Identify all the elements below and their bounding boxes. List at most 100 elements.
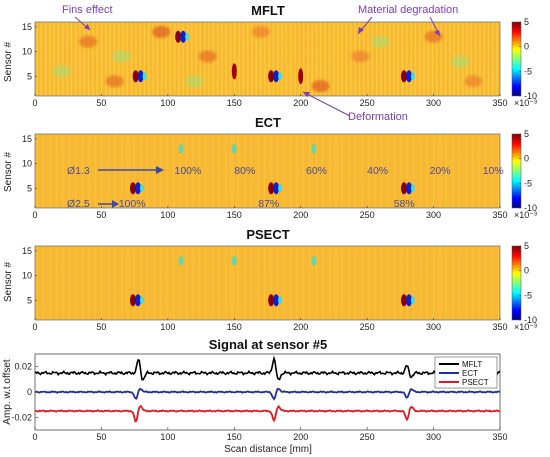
colorbar-tick-label: -10 [524, 203, 537, 213]
hotspot-positive [401, 182, 407, 195]
x-tick-label: 0 [32, 432, 37, 442]
ect-defect-label-lower: 100% [119, 198, 146, 210]
ect-row-label-upper: Ø1.3 [67, 165, 90, 177]
ect-defect-label-upper: 20% [430, 165, 451, 177]
deformation-label: Deformation [348, 111, 408, 123]
y-tick-label: 15 [22, 22, 32, 32]
ect-defect-label-upper: 10% [483, 165, 504, 177]
heatmap-patch [451, 55, 470, 68]
x-tick-label: 250 [360, 432, 375, 442]
x-tick-label: 0 [32, 322, 37, 332]
heatmap-frame [34, 133, 501, 209]
y-tick-label: 5 [27, 183, 32, 193]
psect-ylabel: Sensor # [3, 262, 14, 302]
heatmap-patch [251, 25, 270, 38]
hotspot-weak [231, 143, 237, 154]
heatmap-patch [52, 65, 71, 78]
heatmap-texture [35, 134, 500, 208]
hotspot-positive [401, 70, 407, 83]
hotspot-positive [231, 63, 237, 80]
material-degradation-arrowhead-1 [358, 27, 364, 34]
heatmap-frame [34, 21, 501, 97]
y-tick-label: 10 [22, 47, 32, 57]
signal-xlabel: Scan distance [mm] [224, 444, 312, 455]
colorbar [511, 21, 522, 97]
series-line-mflt [34, 355, 501, 381]
hotspot-negative [273, 294, 280, 307]
x-tick-label: 100 [160, 322, 175, 332]
hotspot-halo [139, 184, 144, 193]
x-tick-label: 0 [32, 98, 37, 108]
colorbar-tick-label: -10 [524, 91, 537, 101]
x-tick-label: 0 [32, 210, 37, 220]
colorbar-tick-label: -10 [524, 315, 537, 325]
fins-effect-arrowhead [84, 24, 90, 30]
colorbar [511, 245, 522, 321]
x-tick-label: 200 [293, 98, 308, 108]
x-tick-label: 150 [227, 432, 242, 442]
legend-label-psect: PSECT [462, 378, 489, 387]
hotspot-positive [129, 182, 136, 195]
heatmap-patch [152, 25, 171, 38]
x-tick-label: 300 [426, 98, 441, 108]
hotspot-negative [134, 294, 141, 307]
heatmap-patch [112, 50, 131, 63]
deformation-arrow [302, 91, 351, 117]
material-degradation-label: Material degradation [358, 4, 458, 16]
heatmap-patch [79, 35, 98, 48]
y-tick-label: 15 [22, 134, 32, 144]
legend-label-mflt: MFLT [462, 360, 482, 369]
hotspot-halo [185, 32, 190, 41]
heatmap-texture [35, 246, 500, 320]
hotspot-halo [278, 72, 283, 81]
y-tick-label: 0.02 [14, 362, 32, 372]
colorbar-tick-label: -5 [524, 290, 532, 300]
colorbar-exponent: ×10⁻³ [514, 210, 537, 220]
deformation-arrowhead [303, 92, 310, 97]
x-tick-label: 50 [96, 210, 106, 220]
hotspot-positive [401, 294, 407, 307]
ect-ylabel: Sensor # [3, 152, 14, 192]
hotspot-halo [411, 296, 415, 305]
y-tick-label: 10 [22, 159, 32, 169]
x-tick-label: 350 [492, 432, 507, 442]
x-tick-label: 300 [426, 432, 441, 442]
colorbar-tick-label: 0 [524, 42, 529, 52]
hotspot-positive [268, 182, 275, 195]
heatmap-patch [464, 75, 483, 88]
ect-row-label-lower: Ø2.5 [67, 198, 90, 210]
x-tick-label: 300 [426, 210, 441, 220]
colorbar [511, 133, 522, 209]
ect-row-arrowhead-lower [112, 200, 119, 208]
x-tick-label: 150 [227, 322, 242, 332]
hotspot-positive [175, 30, 182, 43]
x-tick-label: 200 [293, 432, 308, 442]
legend-label-ect: ECT [462, 369, 478, 378]
hotspot-positive [132, 70, 139, 83]
hotspot-negative [406, 294, 412, 307]
hotspot-positive [298, 68, 304, 85]
hotspot-halo [278, 296, 283, 305]
x-tick-label: 100 [160, 432, 175, 442]
x-tick-label: 350 [492, 210, 507, 220]
ect-defect-label-upper: 80% [234, 165, 255, 177]
y-tick-label: 0 [27, 387, 32, 397]
mflt-title: MFLT [251, 3, 285, 18]
colorbar-tick-label: 0 [524, 266, 529, 276]
hotspot-weak [311, 143, 317, 154]
series-line-ect [34, 387, 501, 401]
hotspot-negative [134, 182, 141, 195]
heatmap-patch [185, 75, 204, 88]
heatmap-patch [351, 50, 370, 63]
signal-ylabel: Amp. w.t offset [2, 359, 13, 425]
ect-defect-label-lower: 58% [394, 198, 415, 210]
ect-row-arrowhead-upper [156, 166, 164, 174]
signal-title: Signal at sensor #5 [209, 337, 328, 352]
x-tick-label: 50 [96, 432, 106, 442]
x-tick-label: 350 [492, 98, 507, 108]
hotspot-halo [411, 184, 415, 193]
colorbar-tick-label: 0 [524, 154, 529, 164]
hotspot-weak [178, 143, 184, 154]
